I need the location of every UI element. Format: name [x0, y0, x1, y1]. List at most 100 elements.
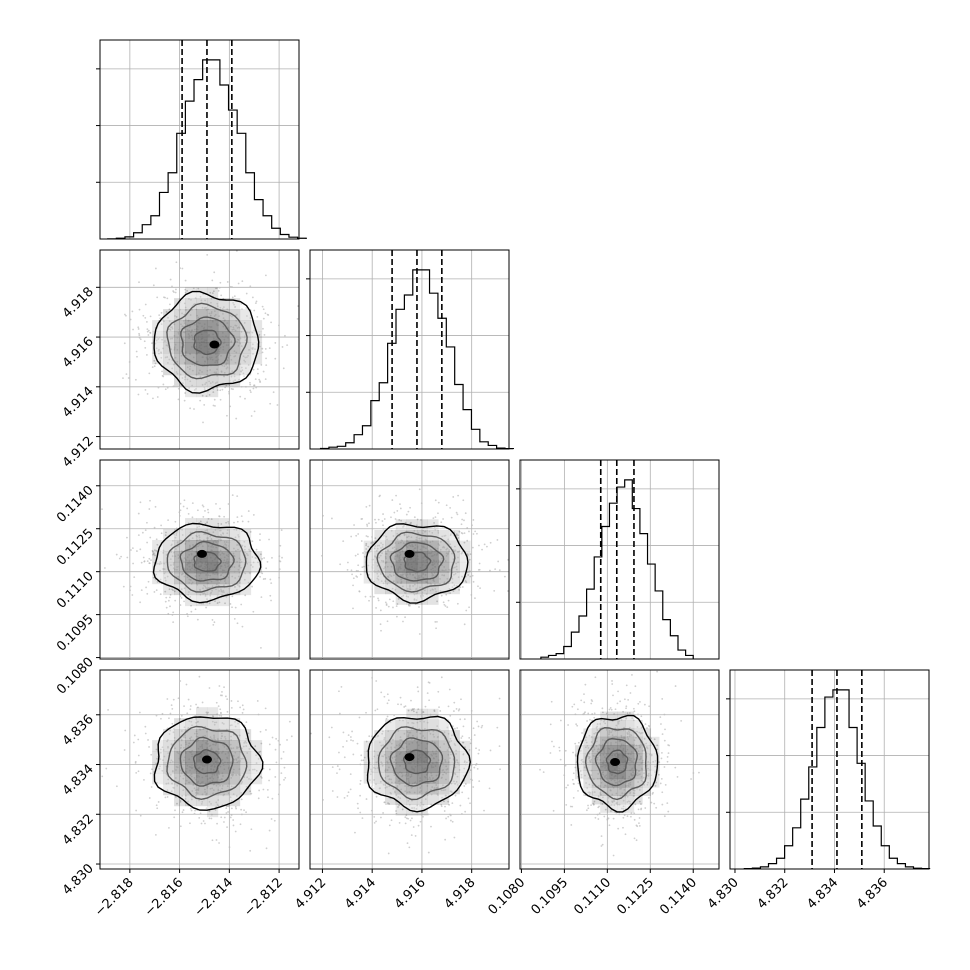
y-tick-label: 4.832	[60, 811, 97, 848]
sample-point	[449, 714, 452, 717]
sample-point	[394, 555, 396, 558]
sample-point	[150, 559, 152, 562]
density-cell	[163, 353, 175, 365]
contour-line	[153, 290, 260, 394]
sample-point	[480, 726, 483, 729]
sample-point	[253, 410, 256, 413]
sample-point	[373, 816, 376, 818]
sample-point	[180, 588, 183, 591]
sample-point	[245, 307, 248, 309]
sample-point	[170, 544, 173, 547]
sample-point	[159, 593, 162, 596]
sample-point	[151, 342, 153, 345]
sample-point	[224, 695, 227, 698]
sample-point	[185, 741, 187, 744]
sample-point	[377, 556, 380, 559]
sample-point	[242, 708, 245, 711]
sample-point	[396, 532, 399, 535]
sample-point	[463, 570, 465, 573]
sample-point	[224, 582, 227, 585]
sample-point	[472, 727, 475, 730]
sample-point	[431, 540, 434, 543]
sample-point	[140, 561, 143, 564]
sample-point	[160, 717, 162, 720]
sample-point	[380, 547, 382, 549]
sample-point	[397, 598, 400, 600]
sample-point	[279, 743, 281, 746]
sample-point	[172, 563, 175, 566]
sample-point	[261, 572, 264, 575]
x-tick-label: 4.832	[755, 875, 792, 912]
sample-point	[235, 807, 238, 810]
sample-point	[205, 792, 208, 795]
panel-content	[101, 675, 307, 852]
sample-point	[237, 700, 239, 703]
sample-point	[237, 548, 239, 551]
sample-point	[390, 565, 393, 568]
y-tick-label: 4.916	[60, 334, 97, 371]
sample-point	[203, 388, 206, 391]
sample-point	[280, 757, 283, 760]
sample-point	[262, 788, 265, 791]
sample-point	[410, 536, 413, 539]
sample-point	[204, 383, 207, 386]
sample-point	[217, 290, 220, 292]
sample-point	[177, 398, 180, 401]
sample-point	[572, 796, 575, 799]
density-cell	[239, 320, 252, 332]
sample-point	[439, 540, 442, 543]
sample-point	[251, 335, 254, 338]
sample-point	[632, 707, 635, 710]
sample-point	[146, 541, 148, 544]
sample-point	[239, 363, 242, 366]
sample-point	[172, 290, 175, 292]
sample-point	[163, 568, 166, 571]
sample-point	[221, 735, 223, 737]
sample-point	[191, 581, 194, 584]
sample-point	[497, 560, 500, 563]
sample-point	[199, 588, 201, 591]
sample-point	[193, 364, 196, 367]
sample-point	[161, 712, 164, 715]
density-cell	[174, 342, 186, 354]
sample-point	[211, 292, 214, 295]
sample-point	[251, 348, 254, 351]
sample-point	[132, 328, 134, 331]
sample-point	[218, 515, 221, 518]
sample-point	[384, 580, 387, 583]
sample-point	[135, 809, 138, 812]
sample-point	[155, 573, 157, 576]
sample-point	[247, 510, 250, 512]
density-cell	[239, 309, 252, 321]
sample-point	[162, 549, 165, 552]
sample-point	[235, 529, 238, 531]
sample-point	[159, 758, 162, 761]
sample-point	[193, 389, 196, 391]
panel-content	[539, 670, 700, 857]
sample-point	[221, 388, 224, 391]
sample-point	[208, 380, 211, 383]
sample-point	[421, 591, 424, 594]
sample-point	[330, 517, 333, 520]
sample-point	[648, 725, 651, 728]
sample-point	[174, 343, 177, 346]
sample-point	[305, 767, 307, 769]
sample-point	[158, 348, 160, 351]
sample-point	[202, 728, 205, 731]
sample-point	[598, 805, 601, 808]
sample-point	[202, 584, 205, 587]
sample-point	[190, 583, 193, 585]
sample-point	[393, 511, 396, 514]
sample-point	[188, 540, 190, 543]
sample-point	[189, 596, 192, 598]
sample-point	[386, 693, 389, 696]
sample-point	[204, 585, 207, 588]
sample-point	[461, 575, 463, 578]
density-cell	[438, 540, 450, 552]
sample-point	[255, 754, 258, 757]
sample-point	[156, 807, 159, 810]
sample-point	[567, 724, 569, 726]
sample-point	[625, 705, 628, 708]
sample-point	[387, 549, 389, 552]
sample-point	[413, 593, 416, 596]
